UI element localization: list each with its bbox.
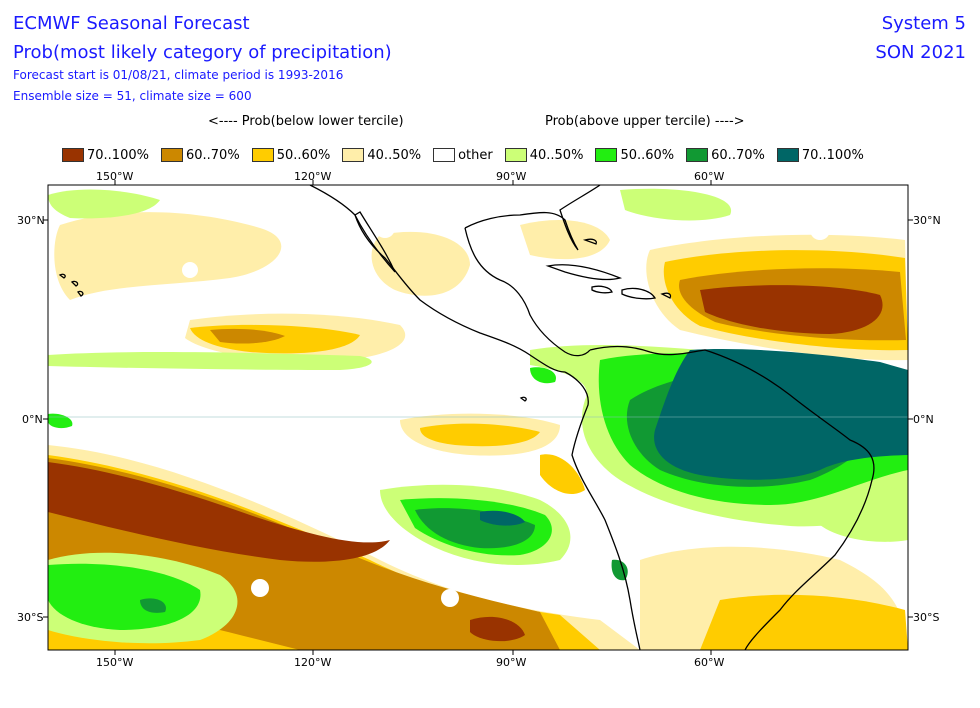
probability-field	[48, 185, 908, 650]
legend-item: 40..50%	[342, 146, 421, 164]
legend-item: 60..70%	[160, 146, 240, 164]
lon-label-bottom: 120°W	[294, 656, 332, 669]
legend-item: 40..50%	[504, 146, 584, 164]
lat-label-left: 0°N	[22, 413, 43, 426]
legend-group-above: Prob(above upper tercile) ---->	[545, 114, 745, 129]
legend-swatch	[251, 148, 274, 162]
legend-label: 70..100%	[801, 147, 864, 163]
legend-label: 50..60%	[276, 147, 331, 163]
map-title: ECMWF Seasonal Forecast	[13, 13, 250, 34]
legend-label: 50..60%	[620, 147, 675, 163]
system-label: System 5	[881, 13, 966, 34]
lat-label-right: 30°N	[913, 214, 941, 227]
legend-label: 40..50%	[367, 147, 422, 163]
lat-label-right: 0°N	[913, 413, 934, 426]
legend-item: 50..60%	[251, 146, 331, 164]
legend-swatch	[160, 148, 183, 162]
legend: 70..100% 60..70% 50..60% 40..50% other 4…	[62, 146, 876, 164]
lon-label-top: 90°W	[496, 170, 527, 183]
legend-swatch	[62, 148, 84, 162]
legend-swatch	[342, 148, 365, 162]
lat-label-right: 30°S	[913, 611, 940, 624]
legend-group-below: <---- Prob(below lower tercile)	[208, 114, 404, 129]
legend-swatch	[776, 148, 799, 162]
legend-swatch	[686, 148, 709, 162]
lon-label-top: 150°W	[96, 170, 134, 183]
legend-label: 70..100%	[87, 147, 149, 163]
legend-label: 40..50%	[529, 147, 584, 163]
legend-item: 70..100%	[776, 146, 864, 164]
legend-item: 50..60%	[595, 146, 674, 164]
ensemble-size-info: Ensemble size = 51, climate size = 600	[13, 89, 252, 103]
lon-label-bottom: 60°W	[694, 656, 725, 669]
lon-label-top: 120°W	[294, 170, 332, 183]
map-subtitle: Prob(most likely category of precipitati…	[13, 42, 392, 63]
legend-label: 60..70%	[711, 147, 765, 163]
season-label: SON 2021	[875, 42, 966, 63]
legend-swatch	[504, 148, 527, 162]
legend-swatch	[595, 148, 618, 162]
coastlines	[58, 185, 875, 650]
legend-swatch	[433, 148, 456, 162]
legend-item: other	[433, 146, 493, 164]
forecast-start-info: Forecast start is 01/08/21, climate peri…	[13, 68, 344, 82]
lon-label-bottom: 90°W	[496, 656, 527, 669]
axis-ticks	[43, 180, 913, 655]
lat-label-left: 30°N	[17, 214, 45, 227]
lon-label-top: 60°W	[694, 170, 725, 183]
legend-item: 60..70%	[686, 146, 765, 164]
legend-label: other	[458, 147, 493, 163]
legend-item: 70..100%	[62, 146, 149, 164]
lon-label-bottom: 150°W	[96, 656, 134, 669]
lat-label-left: 30°S	[17, 611, 44, 624]
legend-label: 60..70%	[185, 147, 240, 163]
